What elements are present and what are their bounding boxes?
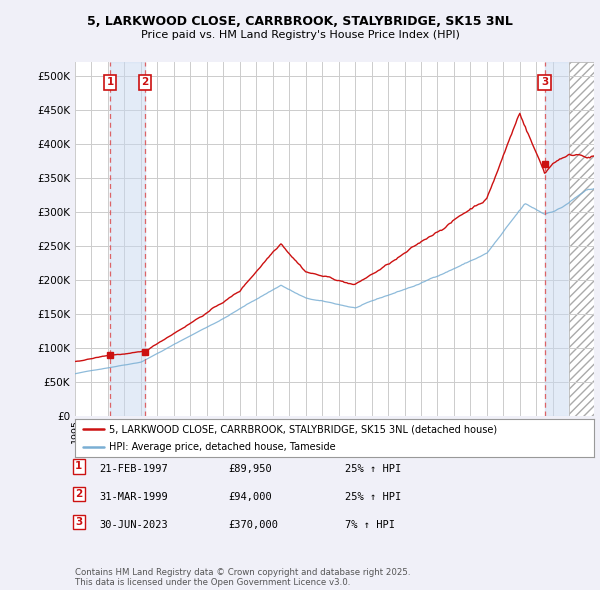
Text: 7% ↑ HPI: 7% ↑ HPI xyxy=(345,520,395,530)
Text: 1: 1 xyxy=(106,77,114,87)
Text: 5, LARKWOOD CLOSE, CARRBROOK, STALYBRIDGE, SK15 3NL (detached house): 5, LARKWOOD CLOSE, CARRBROOK, STALYBRIDG… xyxy=(109,424,497,434)
Text: 3: 3 xyxy=(541,77,548,87)
Text: 30-JUN-2023: 30-JUN-2023 xyxy=(99,520,168,530)
Bar xyxy=(545,62,569,416)
Text: HPI: Average price, detached house, Tameside: HPI: Average price, detached house, Tame… xyxy=(109,441,335,451)
Text: 31-MAR-1999: 31-MAR-1999 xyxy=(99,492,168,502)
Text: 21-FEB-1997: 21-FEB-1997 xyxy=(99,464,168,474)
Text: 25% ↑ HPI: 25% ↑ HPI xyxy=(345,464,401,474)
Bar xyxy=(569,62,594,416)
Text: 1: 1 xyxy=(75,461,82,471)
Text: 2: 2 xyxy=(75,489,82,499)
Text: £370,000: £370,000 xyxy=(228,520,278,530)
Bar xyxy=(110,62,145,416)
Text: £94,000: £94,000 xyxy=(228,492,272,502)
Text: 3: 3 xyxy=(75,517,82,527)
Text: 2: 2 xyxy=(142,77,149,87)
Text: Contains HM Land Registry data © Crown copyright and database right 2025.
This d: Contains HM Land Registry data © Crown c… xyxy=(75,568,410,587)
Text: Price paid vs. HM Land Registry's House Price Index (HPI): Price paid vs. HM Land Registry's House … xyxy=(140,30,460,40)
Text: £89,950: £89,950 xyxy=(228,464,272,474)
Text: 5, LARKWOOD CLOSE, CARRBROOK, STALYBRIDGE, SK15 3NL: 5, LARKWOOD CLOSE, CARRBROOK, STALYBRIDG… xyxy=(87,15,513,28)
Text: 25% ↑ HPI: 25% ↑ HPI xyxy=(345,492,401,502)
Bar xyxy=(569,62,594,416)
